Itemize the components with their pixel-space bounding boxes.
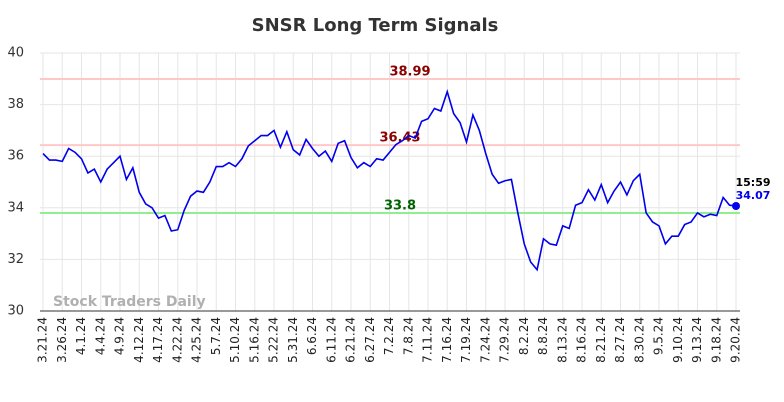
x-tick-label: 8.8.24 [536,317,550,355]
x-tick-label: 5.22.24 [267,317,281,363]
signal-label: 38.99 [389,65,430,80]
x-tick-label: 7.8.24 [401,317,415,355]
last-point [732,201,740,210]
x-tick-label: 4.1.24 [74,317,88,355]
x-tick-label: 8.16.24 [575,317,589,363]
x-tick-label: 9.20.24 [729,317,743,363]
x-tick-label: 8.2.24 [517,317,531,355]
x-tick-label: 9.13.24 [690,317,704,363]
x-tick-label: 9.18.24 [709,317,723,363]
y-tick-label: 36 [7,149,24,164]
watermark: Stock Traders Daily [53,294,206,310]
x-tick-label: 7.2.24 [382,317,396,355]
x-tick-label: 6.11.24 [324,317,338,363]
x-tick-label: 8.13.24 [555,317,569,363]
x-tick-label: 6.21.24 [344,317,358,363]
y-tick-label: 38 [7,97,24,112]
price-line [42,89,737,272]
x-tick-label: 7.16.24 [440,317,454,363]
x-tick-label: 4.25.24 [190,317,204,363]
y-tick-label: 32 [7,252,24,267]
x-tick-label: 9.10.24 [671,317,685,363]
x-tick-label: 3.26.24 [55,317,69,363]
last-value: 34.07 [736,189,771,202]
x-tick-label: 6.6.24 [305,317,319,355]
x-tick-label: 4.17.24 [151,317,165,363]
x-tick-label: 6.27.24 [363,317,377,363]
last-time: 15:59 [735,176,770,189]
y-tick-label: 30 [7,304,24,319]
x-tick-label: 8.30.24 [632,317,646,363]
x-tick-label: 5.10.24 [228,317,242,363]
signal-label: 33.8 [384,198,416,213]
x-tick-label: 7.29.24 [498,317,512,363]
chart-title: SNSR Long Term Signals [252,15,499,36]
x-tick-label: 8.21.24 [594,317,608,363]
x-tick-label: 5.31.24 [286,317,300,363]
x-tick-label: 5.7.24 [209,317,223,355]
x-tick-label: 4.4.24 [93,317,107,355]
x-tick-label: 7.11.24 [421,317,435,363]
x-tick-label: 7.24.24 [478,317,492,363]
x-tick-label: 7.19.24 [459,317,473,363]
y-tick-label: 34 [7,200,24,215]
x-tick-label: 4.9.24 [113,317,127,355]
x-tick-label: 5.16.24 [247,317,261,363]
x-tick-label: 9.5.24 [652,317,666,355]
x-tick-label: 8.27.24 [613,317,627,363]
x-tick-label: 4.22.24 [170,317,184,363]
signal-label: 36.43 [379,131,420,146]
x-tick-label: 4.12.24 [132,317,146,363]
x-tick-label: 3.21.24 [36,317,50,363]
y-tick-label: 40 [7,46,24,61]
